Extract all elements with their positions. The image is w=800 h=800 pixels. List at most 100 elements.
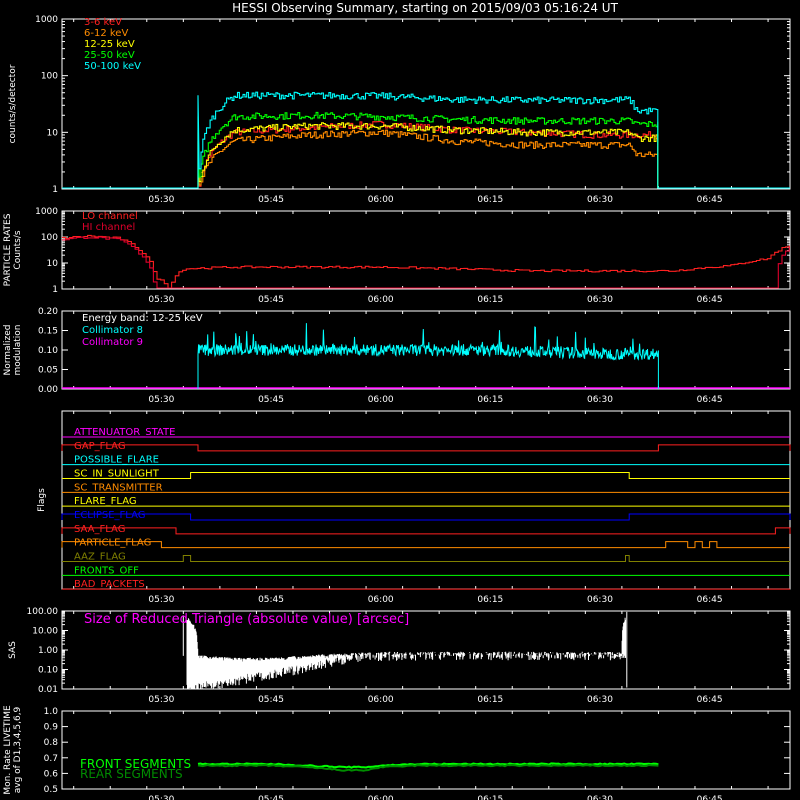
x-tick-label: 05:45 [258,295,284,305]
legend-entry: 3-6 keV [84,17,122,28]
x-tick-label: 05:45 [258,695,284,705]
flag-label: ECLIPSE_FLAG [74,510,145,521]
y-axis-label: Mon. Rate LIVETIME [3,705,13,795]
y-tick-label: 0.20 [38,307,58,317]
x-tick-label: 06:15 [477,595,503,605]
flag-line [62,555,790,562]
x-tick-label: 05:30 [148,695,174,705]
flag-line [61,513,791,521]
y-axis-label: counts/s/detector [8,64,18,143]
flag-label: SC_IN_SUNLIGHT [74,469,160,480]
legend-entry: 25-50 keV [84,50,135,61]
y-axis-label: PARTICLE RATES [3,213,13,286]
series-line-6-12-keV [62,129,790,189]
x-tick-label: 05:45 [258,395,284,405]
series-line-Collimator-8 [197,323,659,389]
x-tick-label: 06:15 [477,695,503,705]
annotation-sas: Size of Reduced Triangle (absolute value… [84,612,409,627]
y-axis-label: Flags [37,488,47,512]
flag-label: POSSIBLE_FLARE [74,455,159,466]
y-axis-label: Normalized [3,324,13,375]
x-tick-label: 06:00 [368,295,394,305]
x-tick-label: 05:45 [258,195,284,205]
x-tick-label: 06:30 [587,395,613,405]
flag-label: AAZ_FLAG [74,552,126,563]
x-tick-label: 06:00 [368,595,394,605]
series-line-LO-channel [62,234,790,289]
x-tick-label: 06:00 [368,395,394,405]
x-tick-label: 06:15 [477,295,503,305]
x-tick-label: 06:45 [697,595,723,605]
x-tick-label: 05:30 [148,395,174,405]
x-tick-label: 05:30 [148,295,174,305]
legend-entry: HI channel [82,222,135,233]
y-tick-label: 1000 [35,15,58,25]
series-line-25-50-keV [62,111,790,189]
series-line-50-100-keV [62,91,790,189]
legend-entry: 12-25 keV [84,39,135,50]
x-tick-label: 06:30 [587,795,613,800]
flag-label: FLARE_FLAG [74,496,137,507]
x-tick-label: 05:30 [148,795,174,800]
y-tick-label: 100 [41,72,58,82]
flag-label: SAA_FLAG [74,524,125,535]
y-tick-label: 1 [52,285,58,295]
x-tick-label: 06:45 [697,395,723,405]
flag-label: ATTENUATOR_STATE [74,427,175,438]
x-tick-label: 06:15 [477,195,503,205]
y-axis-label: modulation [13,325,23,376]
legend-entry: 6-12 keV [84,28,128,39]
flag-label: GAP_FLAG [74,441,126,452]
x-tick-label: 06:45 [697,195,723,205]
x-tick-label: 05:45 [258,595,284,605]
y-tick-label: 0.5 [44,785,58,795]
y-tick-label: 1 [52,185,58,195]
flag-line [61,527,791,535]
y-tick-label: 0.01 [38,685,58,695]
legend-entry: LO channel [82,211,138,222]
x-tick-label: 06:00 [368,195,394,205]
flag-label: SC_TRANSMITTER [74,482,163,493]
x-tick-label: 06:15 [477,795,503,800]
panel-5-frame [61,710,791,790]
y-axis-label: Counts/s [13,230,23,269]
y-tick-label: 0.6 [44,769,59,779]
y-tick-label: 10.00 [32,627,58,637]
y-tick-label: 0.05 [38,366,58,376]
series-line-12-25-keV [62,122,790,189]
flag-label: FRONTS_OFF [74,565,139,576]
flag-line [61,444,791,452]
y-tick-label: 1.0 [44,707,59,717]
x-tick-label: 06:15 [477,395,503,405]
y-tick-label: 0.8 [44,738,59,748]
x-tick-label: 06:30 [587,695,613,705]
flag-line [62,472,790,479]
y-tick-label: 100.00 [27,607,59,617]
x-tick-label: 05:30 [148,195,174,205]
y-tick-label: 0.15 [38,327,58,337]
x-tick-label: 06:00 [368,695,394,705]
y-tick-label: 0.10 [38,346,58,356]
y-tick-label: 1000 [35,207,58,217]
flag-line [61,541,790,549]
x-tick-label: 06:45 [697,695,723,705]
legend-entry: Collimator 9 [82,337,143,348]
y-tick-label: 1.00 [38,646,58,656]
panel-0-frame [61,18,791,190]
x-tick-label: 06:45 [697,795,723,800]
y-tick-label: 10 [47,128,59,138]
y-tick-label: 10 [47,259,59,269]
legend-entry: Collimator 8 [82,325,143,336]
panel-1-frame [61,210,791,290]
x-tick-label: 06:00 [368,795,394,800]
y-tick-label: 0.7 [44,754,58,764]
y-tick-label: 0.00 [38,385,58,395]
flag-label: PARTICLE_FLAG [74,538,151,549]
x-tick-label: 06:45 [697,295,723,305]
y-tick-label: 0.9 [44,723,59,733]
figure-title: HESSI Observing Summary, starting on 201… [232,1,618,15]
y-axis-label: SAS [8,641,18,659]
x-tick-label: 06:30 [587,295,613,305]
legend-entry: FRONT SEGMENTS [80,757,191,771]
